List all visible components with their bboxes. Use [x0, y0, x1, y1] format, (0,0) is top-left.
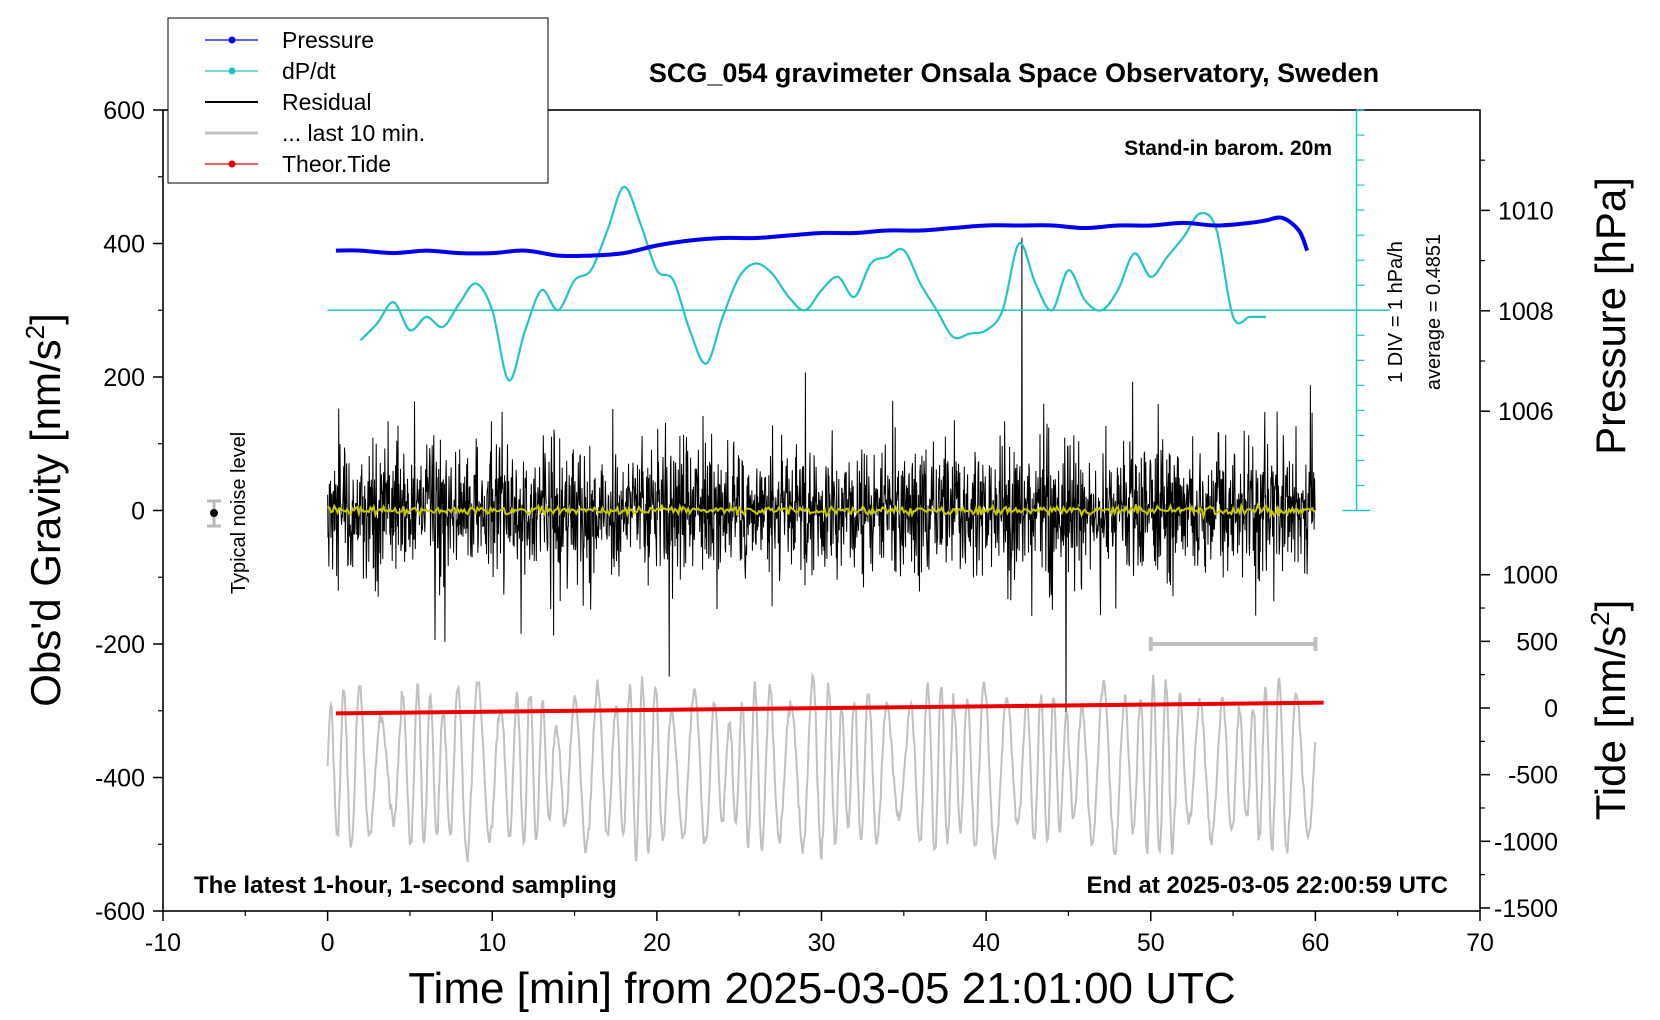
legend-item-tide: Theor.Tide — [205, 151, 391, 177]
curves-layer — [326, 185, 1390, 863]
legend-label-tide: Theor.Tide — [282, 151, 391, 177]
x-tick-label-70: 70 — [1466, 929, 1494, 957]
sampling-note: The latest 1-hour, 1-second sampling — [194, 872, 617, 899]
tide-axis-label-sup: 2 — [1585, 611, 1615, 625]
dpdt-line — [359, 185, 1266, 382]
x-tick-label-0: 0 — [321, 929, 335, 957]
noise-level-label: Typical noise level — [228, 432, 250, 594]
chart-title: SCG_054 gravimeter Onsala Space Observat… — [649, 58, 1379, 88]
legend-label-last10: ... last 10 min. — [282, 120, 425, 146]
last-10min-trace — [326, 671, 1317, 863]
end-time-note: End at 2025-03-05 22:00:59 UTC — [1087, 872, 1449, 899]
y-axis-label-sup: 2 — [20, 325, 50, 339]
barometer-note: Stand-in barom. 20m — [1124, 137, 1332, 160]
tide-axis-label: Tide [nm/s2] — [1585, 600, 1634, 821]
tide-line — [335, 700, 1324, 716]
legend-label-dpdt: dP/dt — [282, 58, 336, 84]
y-tick-label-200: 200 — [103, 364, 145, 392]
y-axis-ticks: 600 400 200 0 -200 -400 -600 — [95, 97, 163, 926]
pressure-axis-label: Pressure [hPa] — [1587, 177, 1634, 455]
pressure-axis-ticks: 1010 1008 1006 — [1480, 159, 1554, 426]
legend-item-pressure: Pressure — [205, 27, 374, 53]
dpdt-scale-bar — [1342, 109, 1371, 512]
y-axis-label-text: Obs'd Gravity [nm/s — [22, 339, 69, 706]
residual-smoothed-trace — [327, 502, 1316, 521]
tide-axis-ticks: 1000 500 0 -500 -1000 -1500 — [1480, 562, 1558, 923]
legend-label-residual: Residual — [282, 89, 372, 115]
x-tick-label-20: 20 — [643, 929, 671, 957]
x-axis-label: Time [min] from 2025-03-05 21:01:00 UTC — [408, 964, 1235, 1013]
average-note: average = 0.4851 — [1423, 234, 1445, 390]
pressure-tick-label-1008: 1008 — [1498, 298, 1554, 326]
tide-tick-label-0: 0 — [1544, 695, 1558, 723]
x-tick-label-40: 40 — [972, 929, 1000, 957]
tide-tick-label--1000: -1000 — [1494, 828, 1558, 856]
x-tick-label-50: 50 — [1137, 929, 1165, 957]
tide-tick-label-500: 500 — [1516, 628, 1558, 656]
legend-item-dpdt: dP/dt — [205, 58, 336, 84]
x-tick-label-10: 10 — [478, 929, 506, 957]
scale-note: 1 DIV = 1 hPa/h — [1385, 241, 1407, 383]
legend-item-residual: Residual — [205, 89, 372, 115]
x-tick-label-60: 60 — [1301, 929, 1329, 957]
legend: Pressure dP/dt Residual ... last 10 min.… — [167, 17, 549, 184]
y-tick-label-600: 600 — [103, 97, 145, 125]
y-tick-label--200: -200 — [95, 631, 145, 659]
noise-level-marker — [207, 499, 221, 528]
y-tick-label--600: -600 — [95, 898, 145, 926]
tide-axis-label-text: Tide [nm/s — [1587, 626, 1634, 821]
tide-tick-label-1000: 1000 — [1502, 562, 1558, 590]
x-axis-ticks: -10 0 10 20 30 40 50 60 70 — [145, 911, 1494, 957]
tide-tick-label--1500: -1500 — [1494, 895, 1558, 923]
pressure-line — [335, 215, 1309, 259]
pressure-tick-label-1006: 1006 — [1498, 398, 1554, 426]
x-tick-label--10: -10 — [145, 929, 181, 957]
pressure-tick-label-1010: 1010 — [1498, 197, 1554, 225]
y-tick-label-0: 0 — [131, 498, 145, 526]
residual-trace — [327, 237, 1316, 722]
x-tick-label-30: 30 — [808, 929, 836, 957]
legend-item-last10: ... last 10 min. — [205, 120, 425, 146]
y-axis-label: Obs'd Gravity [nm/s2] — [20, 313, 69, 707]
legend-label-pressure: Pressure — [282, 27, 374, 53]
y-tick-label--400: -400 — [95, 765, 145, 793]
last-10min-range-bar — [1148, 637, 1318, 651]
y-tick-label-400: 400 — [103, 231, 145, 259]
tide-tick-label--500: -500 — [1508, 762, 1558, 790]
